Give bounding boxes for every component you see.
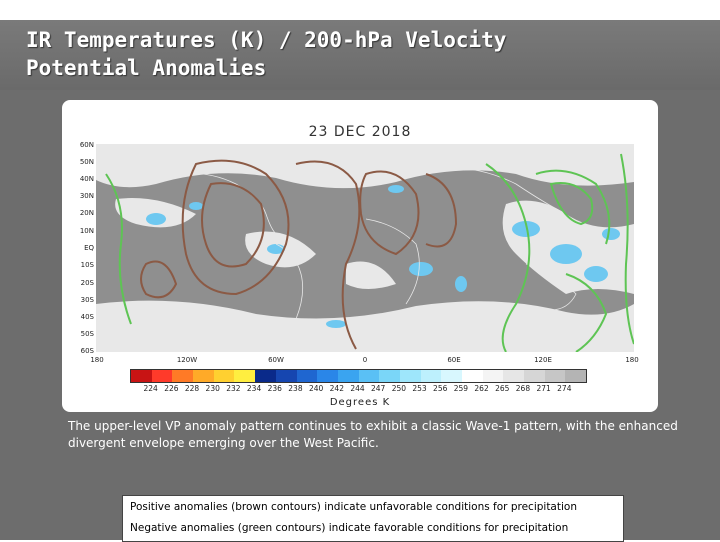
colorbar-tick-label: 262 <box>474 384 489 393</box>
lon-label: 120W <box>176 356 198 364</box>
colorbar-swatch <box>462 370 483 382</box>
colorbar-swatch <box>131 370 152 382</box>
legend-negative-text: Negative anomalies (green contours) indi… <box>130 522 569 534</box>
satellite-map-svg <box>96 144 634 352</box>
colorbar-swatch <box>399 370 421 382</box>
colorbar-tick-label: 265 <box>495 384 510 393</box>
colorbar-swatch <box>151 370 173 382</box>
legend-positive-text: Positive anomalies (brown contours) indi… <box>130 501 577 513</box>
colorbar-tick-label: 256 <box>433 384 448 393</box>
temperature-colorbar <box>130 369 587 383</box>
colorbar-swatch <box>482 370 504 382</box>
colorbar-tick-label: 253 <box>412 384 427 393</box>
lon-label: 180 <box>625 356 639 364</box>
colorbar-tick-label: 274 <box>557 384 572 393</box>
map-date: 23 DEC 2018 <box>308 124 412 140</box>
colorbar-tick-label: 259 <box>453 384 469 393</box>
lat-label: 10S <box>80 261 94 269</box>
colorbar-tick-label: 230 <box>205 384 220 393</box>
lon-label: 60W <box>268 356 284 364</box>
colorbar-swatch <box>358 370 380 382</box>
lat-label: 20N <box>79 209 94 217</box>
colorbar-tick-label: 228 <box>184 384 200 393</box>
colorbar-swatch <box>337 370 359 382</box>
lat-label: 60N <box>79 141 94 149</box>
colorbar-tick-label: 236 <box>267 384 282 393</box>
colorbar-swatch <box>503 370 525 382</box>
lon-label: 120E <box>534 356 552 364</box>
colorbar-tick-label: 268 <box>515 384 531 393</box>
colorbar-swatch <box>255 370 276 382</box>
lon-label: 180 <box>90 356 104 364</box>
colorbar-tick-label: 250 <box>391 384 407 393</box>
lon-label: 60E <box>447 356 461 364</box>
colorbar-swatch <box>544 370 566 382</box>
lon-label: 0 <box>362 356 368 364</box>
lat-label: 50S <box>80 330 94 338</box>
colorbar-title: Degrees K <box>329 397 391 408</box>
lat-label: 50N <box>79 158 94 166</box>
lat-label: EQ <box>84 244 94 252</box>
colorbar-swatch <box>213 370 235 382</box>
colorbar-swatch <box>524 370 545 382</box>
colorbar-swatch <box>275 370 297 382</box>
colorbar-swatch <box>193 370 214 382</box>
colorbar-swatch <box>379 370 400 382</box>
lat-label: 40S <box>80 313 94 321</box>
cold-cloud-patches <box>146 185 620 328</box>
lat-label: 60S <box>80 347 94 355</box>
colorbar-tick-label: 242 <box>329 384 344 393</box>
slide-title-line-2: Potential Anomalies <box>26 56 267 80</box>
lat-label: 40N <box>79 175 94 183</box>
positive-contours <box>140 159 458 350</box>
lat-label: 30N <box>79 192 94 200</box>
colorbar-tick-label: 234 <box>246 384 262 393</box>
colorbar-swatch <box>296 370 318 382</box>
colorbar-swatch <box>234 370 256 382</box>
lat-label: 30S <box>80 296 94 304</box>
lat-label: 20S <box>80 279 94 287</box>
lat-label: 10N <box>79 227 94 235</box>
colorbar-tick-label: 224 <box>143 384 158 393</box>
colorbar-tick-label: 226 <box>164 384 179 393</box>
colorbar-tick-label: 232 <box>226 384 241 393</box>
colorbar-swatch <box>317 370 338 382</box>
satellite-map <box>96 144 634 352</box>
negative-contours <box>105 153 634 352</box>
colorbar-swatch <box>420 370 442 382</box>
colorbar-tick-label: 244 <box>350 384 365 393</box>
colorbar-tick-label: 238 <box>288 384 303 393</box>
slide-caption: The upper-level VP anomaly pattern conti… <box>68 419 678 450</box>
slide-title-line-1: IR Temperatures (K) / 200-hPa Velocity <box>26 28 507 52</box>
colorbar-swatch <box>441 370 462 382</box>
colorbar-tick-label: 240 <box>308 384 324 393</box>
contour-legend-box: Positive anomalies (brown contours) indi… <box>122 495 624 542</box>
colorbar-tick-label: 271 <box>536 384 551 393</box>
colorbar-swatch <box>172 370 194 382</box>
colorbar-tick-label: 247 <box>371 384 386 393</box>
title-bar: IR Temperatures (K) / 200-hPa Velocity P… <box>0 20 720 90</box>
colorbar-swatch <box>565 370 587 382</box>
